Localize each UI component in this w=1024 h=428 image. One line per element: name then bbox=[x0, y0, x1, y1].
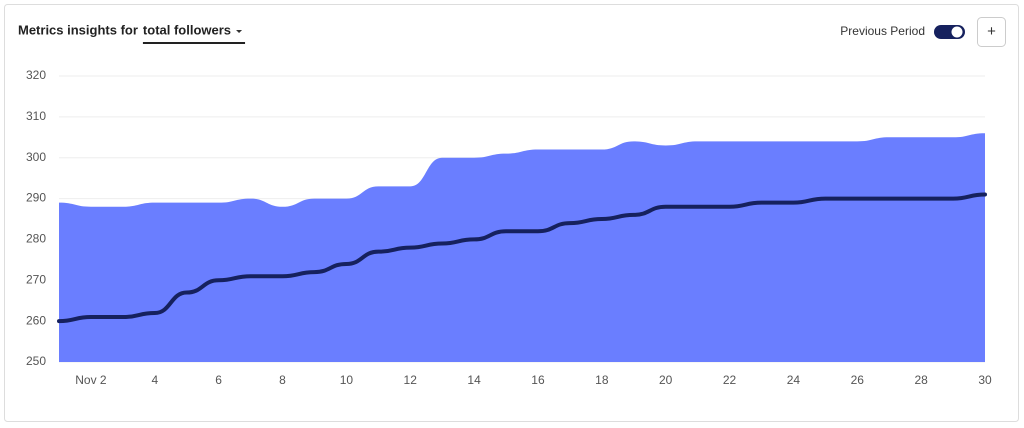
x-tick-label: 6 bbox=[215, 373, 222, 387]
add-button-label: + bbox=[987, 23, 996, 40]
x-tick-label: 4 bbox=[151, 373, 158, 387]
y-tick-label: 320 bbox=[26, 68, 46, 82]
add-button[interactable] bbox=[977, 17, 1006, 47]
title: Metrics insights for bbox=[18, 22, 138, 37]
x-tick-label: 20 bbox=[659, 373, 673, 387]
y-tick-label: 310 bbox=[26, 109, 46, 123]
toggle-knob bbox=[951, 26, 963, 38]
y-tick-label: 280 bbox=[26, 232, 46, 246]
x-tick-label: 26 bbox=[851, 373, 865, 387]
line bbox=[57, 192, 987, 324]
x-tick-label: 10 bbox=[340, 373, 354, 387]
x-tick-label: 18 bbox=[595, 373, 609, 387]
y-tick-label: 300 bbox=[26, 150, 46, 164]
x-tick-label: Nov 2 bbox=[75, 373, 107, 387]
x-tick-label: 30 bbox=[978, 373, 992, 387]
y-tick-label: 260 bbox=[26, 313, 46, 327]
x-tick-label: 14 bbox=[467, 373, 481, 387]
metric-selector[interactable]: total followers bbox=[143, 22, 231, 37]
x-tick-label: 12 bbox=[404, 373, 418, 387]
x-tick-label: 28 bbox=[914, 373, 928, 387]
toggle[interactable] bbox=[934, 25, 965, 39]
area bbox=[59, 133, 985, 362]
x-tick-label: 24 bbox=[787, 373, 801, 387]
y-tick-label: 250 bbox=[26, 354, 46, 368]
x-tick-label: 16 bbox=[531, 373, 545, 387]
x-tick-label: 22 bbox=[723, 373, 737, 387]
plot: 250 260 270 280 290 300 310 320 Nov 2 4 6 8 10 12 14 16… bbox=[26, 68, 992, 387]
y-tick-label: 270 bbox=[26, 272, 46, 286]
y-tick-label: 290 bbox=[26, 191, 46, 205]
toggle-label: Previous Period bbox=[840, 24, 925, 38]
dropdown-caret[interactable] bbox=[236, 30, 243, 33]
x-tick-label: 8 bbox=[279, 373, 286, 387]
